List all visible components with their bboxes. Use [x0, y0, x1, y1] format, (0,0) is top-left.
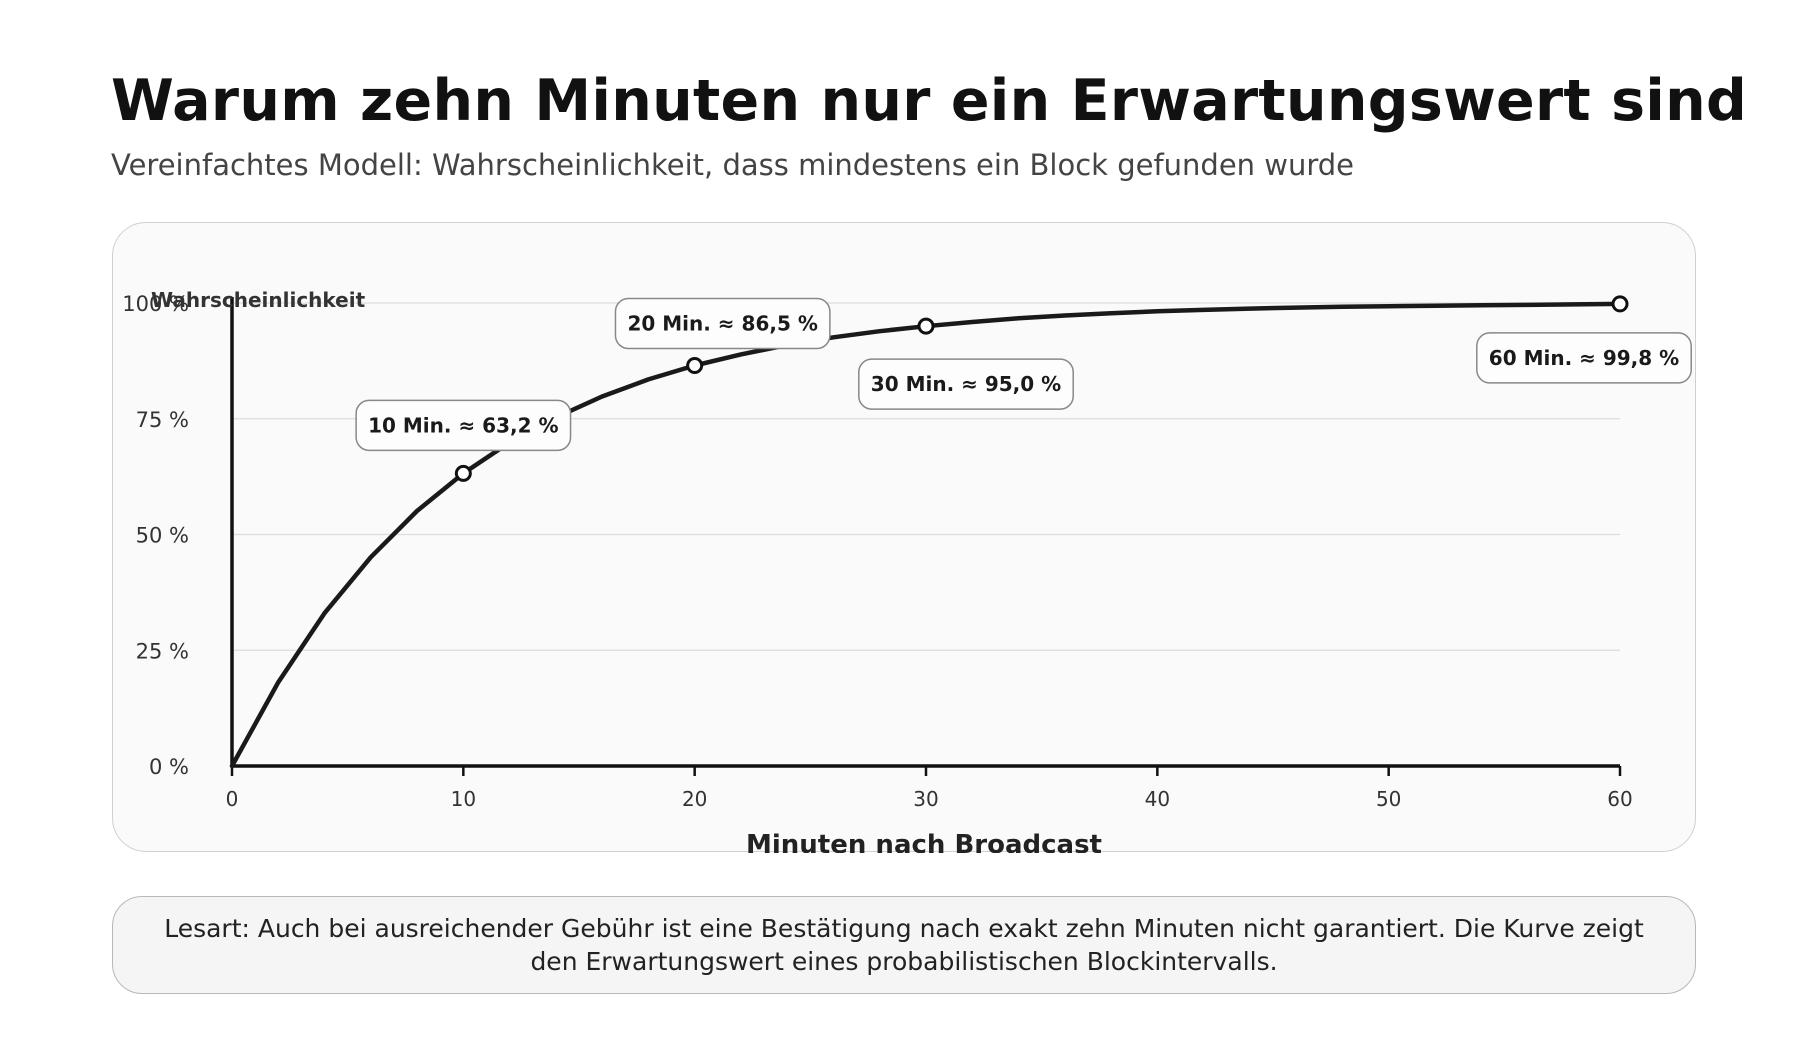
grid-lines	[232, 302, 1620, 651]
x-axis: 0 10 20 30 40 50 60	[226, 764, 1633, 811]
x-tick-label: 10	[451, 787, 476, 811]
data-label-box	[1476, 332, 1692, 384]
y-tick-label: 75 %	[136, 408, 189, 432]
x-tick-label: 0	[226, 787, 239, 811]
data-label: 60 Min. ≈ 99,8 %	[1489, 346, 1679, 370]
x-tick-label: 20	[682, 787, 707, 811]
x-tick-label: 60	[1607, 787, 1632, 811]
data-point	[1611, 295, 1629, 313]
data-point	[686, 357, 704, 375]
x-axis-label: Minuten nach Broadcast	[746, 830, 1102, 853]
x-tick-label: 40	[1145, 787, 1170, 811]
reading-note: Lesart: Auch bei ausreichender Gebühr is…	[112, 896, 1696, 994]
marker-labels: 10 Min. ≈ 63,2 % 20 Min. ≈ 86,5 % 30 Min. …	[355, 297, 1692, 452]
y-axis-label: Wahrscheinlichkeit	[151, 288, 366, 312]
y-tick-label: 50 %	[136, 524, 189, 548]
y-axis: 0 % 25 % 50 % 75 % 100 %	[122, 292, 234, 779]
reading-note-text: Lesart: Auch bei ausreichender Gebühr is…	[164, 914, 1644, 976]
y-tick-label: 100 %	[122, 292, 189, 316]
page-title: Warum zehn Minuten nur ein Erwartungswer…	[111, 68, 1748, 134]
x-tick-label: 50	[1376, 787, 1401, 811]
page-subtitle: Vereinfachtes Modell: Wahrscheinlichkeit…	[111, 148, 1355, 182]
x-tick-label: 30	[913, 787, 938, 811]
data-point	[917, 317, 935, 335]
data-markers	[454, 295, 1629, 482]
data-label: 20 Min. ≈ 86,5 %	[627, 312, 817, 336]
chart-card: 0 10 20 30 40 50 60 0 % 25 % 50 % 75 % 100 % 10 Mi…	[112, 222, 1696, 853]
data-label-box	[355, 399, 572, 452]
chart-svg: 0 10 20 30 40 50 60 0 % 25 % 50 % 75 % 100 % 10 Mi…	[122, 288, 1692, 853]
data-label: 10 Min. ≈ 63,2 %	[368, 413, 558, 437]
data-label-box	[614, 297, 831, 350]
y-tick-label: 0 %	[149, 755, 189, 779]
data-label-box	[858, 358, 1074, 410]
data-label: 30 Min. ≈ 95,0 %	[871, 372, 1061, 396]
y-tick-label: 25 %	[136, 639, 189, 663]
data-point	[454, 464, 472, 482]
